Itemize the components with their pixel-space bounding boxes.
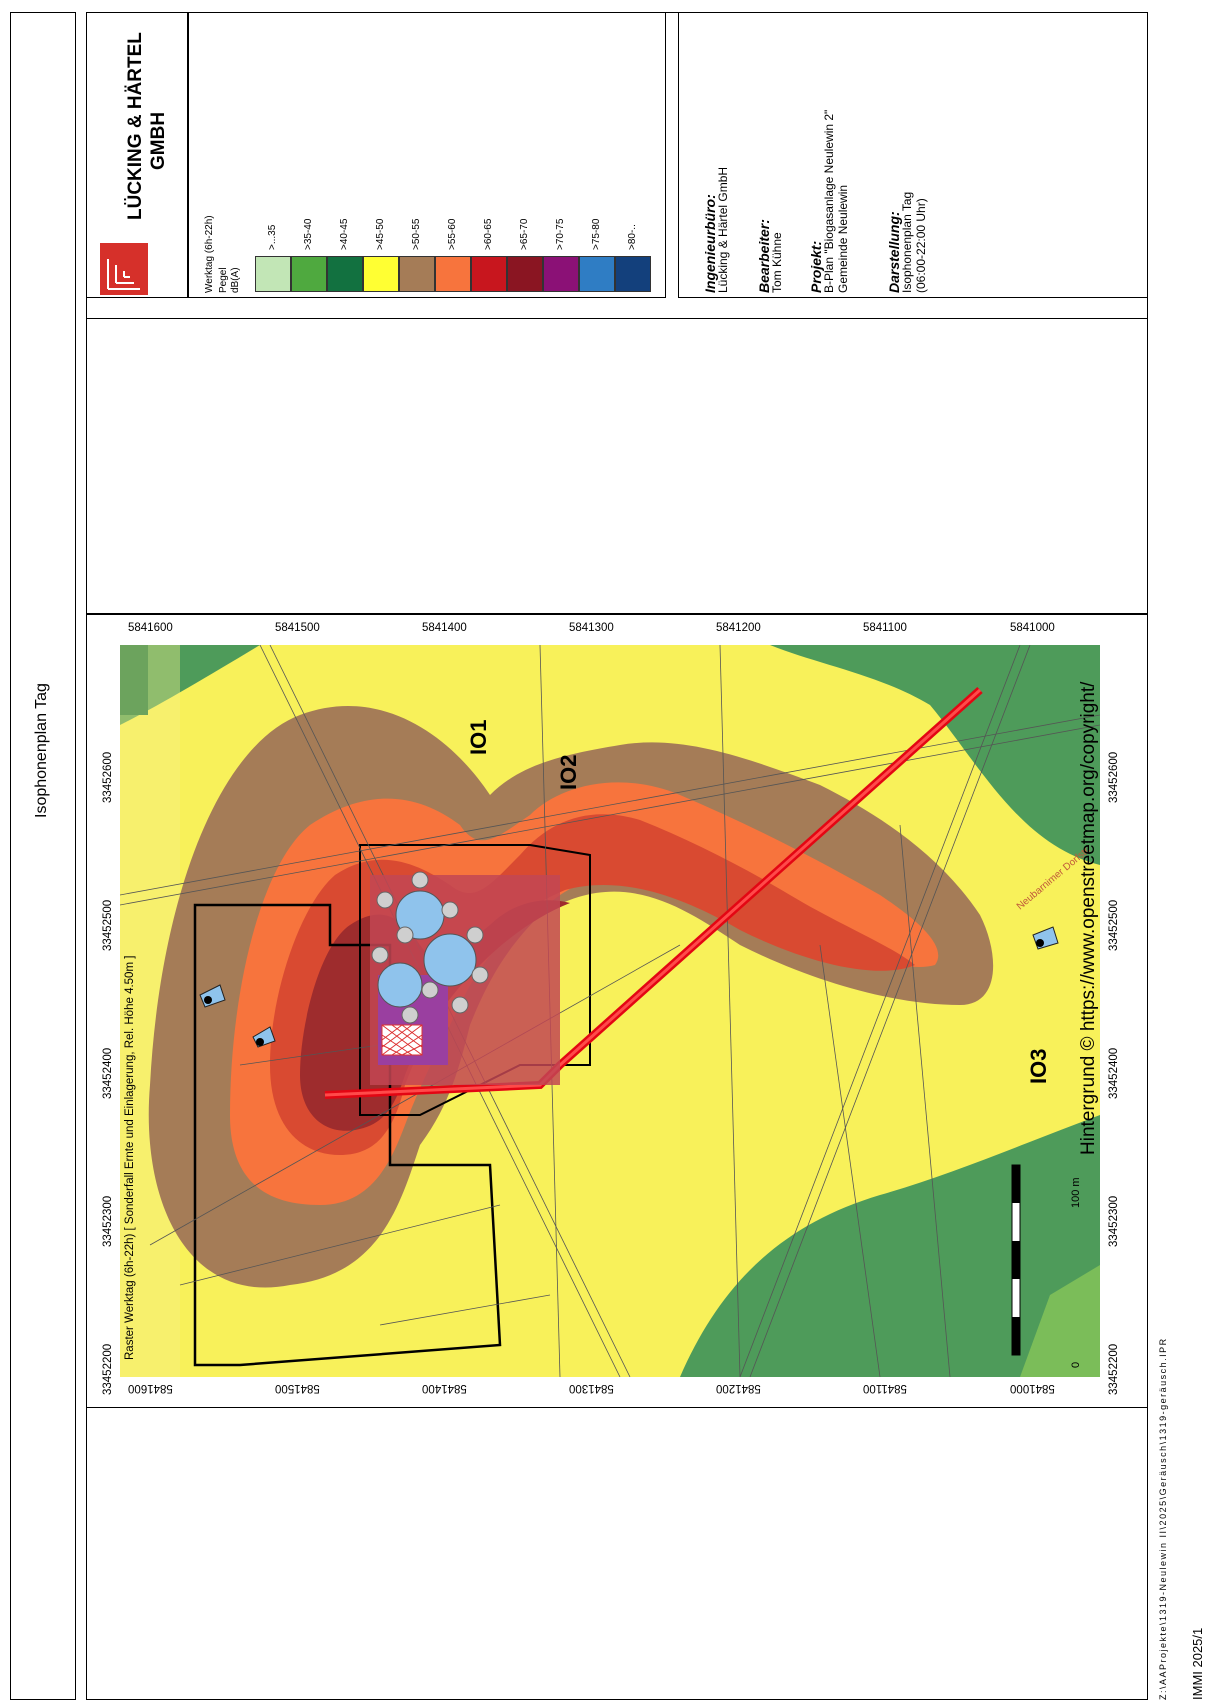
- company-name-line2: GMBH: [148, 111, 169, 170]
- title-strip: [10, 12, 76, 1700]
- zone-green-right: [770, 645, 1100, 865]
- northing-tick-top: 5841100: [863, 622, 907, 634]
- legend-label: >55-60: [447, 218, 458, 250]
- zone-green-bottom-right: [680, 1115, 1100, 1377]
- plan-boundary: [193, 903, 502, 1367]
- easting-tick-right: 33452400: [1108, 1047, 1120, 1099]
- northing-tick-top: 5841500: [275, 622, 320, 634]
- scale-bar: [1011, 1164, 1021, 1356]
- northing-tick-top: 5841200: [716, 622, 761, 634]
- northing-tick-bottom: 5841100: [863, 1382, 907, 1394]
- scale-label-end: 100 m: [1070, 1177, 1082, 1208]
- legend-label: >50-55: [411, 218, 422, 250]
- noise-map: Neubarnimer Dorfstr.: [120, 645, 1100, 1377]
- legend-swatch: [579, 256, 615, 292]
- northing-tick-top: 5841000: [1010, 622, 1055, 634]
- northing-tick-bottom: 5841000: [1010, 1382, 1055, 1394]
- software-version: IMMI 2025/1: [1190, 1627, 1205, 1700]
- project-value-2: Gemeinde Neulewin: [836, 184, 850, 293]
- raster-caption: Raster Werktag (6h-22h) [ Sonderfall Ern…: [124, 955, 136, 1360]
- office-value: Lücking & Härtel GmbH: [716, 166, 730, 293]
- legend-title-line1: Werktag (6h-22h): [204, 215, 215, 293]
- legend-swatch: [327, 256, 363, 292]
- northing-tick-top: 5841400: [422, 622, 467, 634]
- legend-swatch: [615, 256, 651, 292]
- company-name-line1: LÜCKING & HÄRTEL: [125, 32, 146, 220]
- easting-tick-left: 33452400: [102, 1047, 114, 1099]
- legend-label: >65-70: [519, 218, 530, 250]
- scale-label-start: 0: [1070, 1361, 1082, 1368]
- legend-label: >80-..: [627, 224, 638, 250]
- receiver-label-io1: IO1: [466, 719, 491, 755]
- receiver-label-io3: IO3: [1026, 1048, 1051, 1084]
- northing-tick-bottom: 5841500: [275, 1382, 320, 1394]
- easting-tick-right: 33452600: [1108, 751, 1120, 803]
- legend-label: >70-75: [555, 218, 566, 250]
- display-value-2: (06:00-22:00 Uhr): [914, 198, 928, 293]
- digester-3: [377, 962, 423, 1008]
- osm-attribution: Hintergrund © https://www.openstreetmap.…: [1078, 681, 1099, 1155]
- receiver-label-io2: IO2: [556, 754, 581, 790]
- easting-tick-right: 33452300: [1108, 1195, 1120, 1247]
- legend-label: >35-40: [303, 218, 314, 250]
- legend-label: >45-50: [375, 218, 386, 250]
- legend-label: >60-65: [483, 218, 494, 250]
- company-logo: [100, 243, 148, 295]
- northing-tick-bottom: 5841600: [128, 1382, 173, 1394]
- legend-swatch: [291, 256, 327, 292]
- easting-tick-right: 33452500: [1108, 899, 1120, 951]
- northing-tick-bottom: 5841300: [569, 1382, 614, 1394]
- legend-title-line3: dB(A): [230, 267, 241, 293]
- legend-title-line2: Pegel: [218, 267, 229, 293]
- northing-tick-top: 5841600: [128, 622, 173, 634]
- easting-tick-left: 33452300: [102, 1195, 114, 1247]
- legend-label: >...35: [267, 224, 278, 250]
- legend-swatch: [543, 256, 579, 292]
- info-box: [678, 12, 1148, 298]
- display-value-1: Isophonenplan Tag: [900, 191, 914, 293]
- editor-value: Tom Kühne: [770, 232, 784, 293]
- digester-1: [423, 933, 477, 987]
- legend-label: >75-80: [591, 218, 602, 250]
- easting-tick-left: 33452200: [102, 1343, 114, 1395]
- legend-box: [188, 12, 666, 298]
- file-path: Z:\AAProjekte\1319-Neulewin II\2025\Gerä…: [1158, 1337, 1168, 1700]
- northing-tick-top: 5841300: [569, 622, 614, 634]
- legend-swatch: [255, 256, 291, 292]
- project-value-1: B-Plan "Biogasanlage Neulewin 2": [822, 109, 836, 293]
- legend-swatch: [507, 256, 543, 292]
- legend-swatch: [363, 256, 399, 292]
- easting-tick-left: 33452500: [102, 899, 114, 951]
- legend-label: >40-45: [339, 218, 350, 250]
- easting-tick-left: 33452600: [102, 751, 114, 803]
- northing-tick-bottom: 5841200: [716, 1382, 761, 1394]
- legend-swatch: [399, 256, 435, 292]
- legend-swatch: [471, 256, 507, 292]
- legend-swatch: [435, 256, 471, 292]
- easting-tick-right: 33452200: [1108, 1343, 1120, 1395]
- logo-mark-icon: [107, 259, 140, 290]
- northing-tick-bottom: 5841400: [422, 1382, 467, 1394]
- empty-panel: [86, 318, 1148, 614]
- zone-green-top: [120, 645, 260, 725]
- page-title: Isophonenplan Tag: [33, 683, 50, 818]
